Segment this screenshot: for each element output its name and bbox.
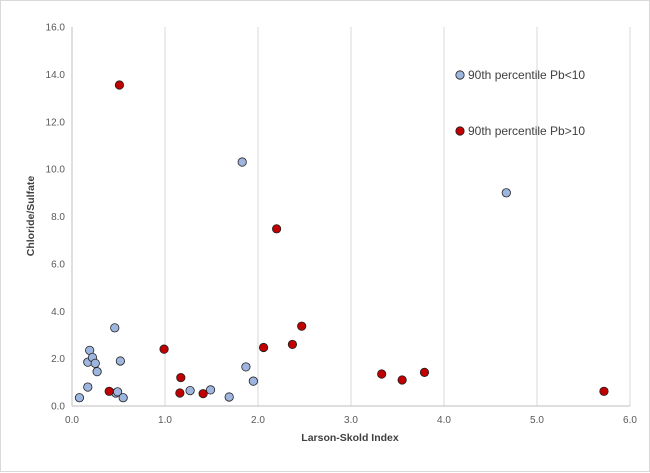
- point-pb-over-10: [176, 372, 186, 383]
- point-pb-over-10: [297, 321, 307, 331]
- y-tick-label: 6.0: [51, 259, 65, 270]
- x-tick-label: 1.0: [158, 415, 172, 426]
- y-tick-label: 2.0: [51, 354, 65, 365]
- point-pb-under-10: [501, 188, 511, 198]
- point-pb-over-10: [175, 388, 185, 398]
- x-tick-label: 6.0: [623, 415, 637, 426]
- axes: [71, 27, 630, 407]
- point-pb-over-10: [397, 375, 407, 385]
- point-pb-under-10: [185, 386, 195, 396]
- point-pb-over-10: [419, 367, 430, 377]
- y-tick-label: 16.0: [46, 23, 66, 34]
- point-pb-under-10: [90, 358, 100, 368]
- gridlines: [164, 27, 631, 406]
- y-axis-title: Chloride/Sulfate: [25, 176, 37, 257]
- point-pb-under-10: [118, 393, 128, 403]
- legend-label-pb-under-10: 90th percentile Pb<10: [468, 68, 585, 82]
- point-pb-under-10: [224, 392, 234, 402]
- y-tick-label: 14.0: [46, 70, 66, 81]
- tick-labels: 0.0 1.0 2.0 3.0 4.0 5.0 6.0 0.0 2.0 4.0 6.0 8.0 10.0…: [46, 23, 638, 427]
- x-tick-label: 3.0: [344, 415, 358, 426]
- x-axis-title: Larson-Skold Index: [301, 432, 399, 444]
- x-tick-label: 2.0: [251, 415, 265, 426]
- legend-label-pb-over-10: 90th percentile Pb>10: [468, 124, 585, 138]
- y-tick-label: 12.0: [46, 117, 66, 128]
- point-pb-over-10: [377, 369, 387, 379]
- x-tick-label: 5.0: [530, 415, 544, 426]
- point-pb-over-10: [287, 339, 298, 350]
- point-pb-under-10: [74, 393, 85, 403]
- point-pb-under-10: [83, 382, 93, 392]
- point-pb-under-10: [248, 376, 258, 386]
- y-tick-label: 10.0: [46, 165, 66, 176]
- x-tick-label: 4.0: [437, 415, 451, 426]
- point-pb-under-10: [92, 367, 102, 377]
- point-pb-under-10: [237, 157, 247, 167]
- y-tick-label: 4.0: [51, 307, 65, 318]
- y-tick-label: 0.0: [51, 402, 65, 413]
- legend-marker-pb-over-10: [455, 126, 465, 136]
- data-points: [74, 80, 609, 403]
- point-pb-over-10: [198, 389, 208, 399]
- y-tick-label: 8.0: [51, 212, 65, 223]
- legend: 90th percentile Pb<10 90th percentile Pb…: [455, 68, 585, 138]
- point-pb-over-10: [159, 344, 169, 354]
- point-pb-under-10: [205, 385, 216, 395]
- legend-marker-pb-under-10: [455, 70, 465, 80]
- point-pb-over-10: [271, 224, 282, 234]
- point-pb-under-10: [241, 362, 251, 372]
- point-pb-over-10: [599, 386, 609, 396]
- point-pb-over-10: [114, 80, 125, 90]
- point-pb-over-10: [104, 386, 114, 396]
- point-pb-under-10: [115, 356, 125, 366]
- x-tick-label: 0.0: [65, 415, 79, 426]
- point-pb-over-10: [258, 342, 269, 353]
- point-pb-under-10: [110, 323, 120, 333]
